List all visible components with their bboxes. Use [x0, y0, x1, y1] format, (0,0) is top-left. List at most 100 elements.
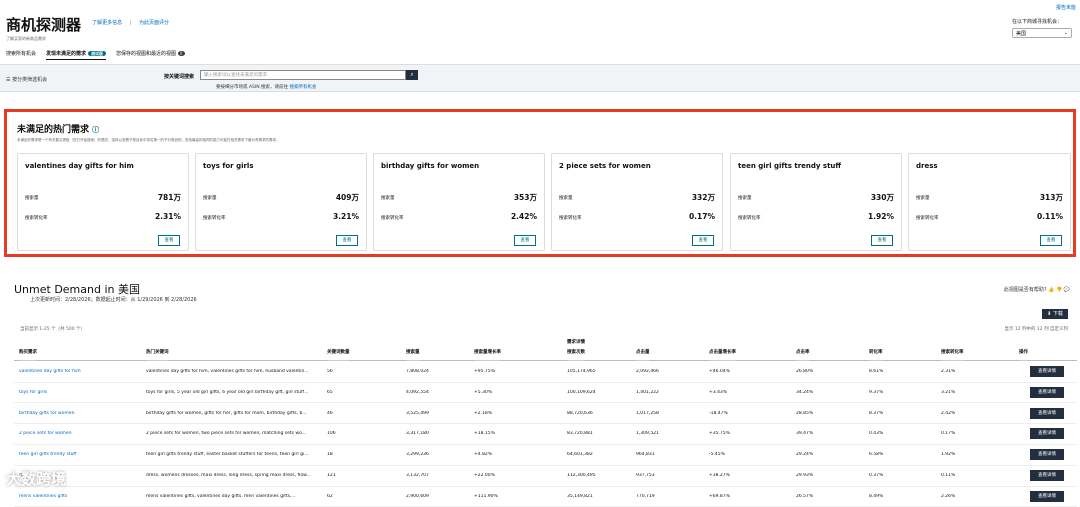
comment-icon[interactable]: 💬 — [1063, 287, 1070, 293]
column-header[interactable]: 搜索次数 — [567, 339, 585, 361]
table-cell: 4,092,554 — [406, 389, 429, 395]
feedback-prompt: 此视图是否有帮助? 👍 👎 💬 — [1004, 286, 1070, 293]
details-button[interactable]: 查看详情 — [1030, 490, 1064, 502]
view-button[interactable]: 查看 — [692, 235, 714, 246]
table-cell[interactable]: 2 piece sets for women — [19, 431, 72, 437]
table-cell: 88,720,636 — [567, 410, 593, 416]
table-cell: 9.37% — [869, 389, 884, 395]
table-cell: 2 piece sets for women, two piece sets f… — [146, 431, 307, 437]
table-cell: 2.26% — [941, 493, 956, 499]
card-conversion-label: 搜索转化率 — [203, 216, 226, 221]
column-header[interactable]: 关键词数量 — [327, 339, 350, 361]
column-header[interactable]: 搜索转化率 — [941, 339, 964, 361]
tab-search-all[interactable]: 搜索所有机会 — [6, 51, 37, 57]
details-button[interactable]: 查看详情 — [1030, 407, 1064, 419]
column-header[interactable]: 点击量增长率 — [709, 339, 736, 361]
table-cell: 3,317,180 — [406, 431, 429, 437]
search-button[interactable]: ⌕ — [406, 70, 418, 80]
view-button[interactable]: 查看 — [514, 235, 536, 246]
thumbs-down-icon[interactable]: 👎 — [1055, 287, 1063, 293]
card-conversion-value: 1.92% — [867, 212, 894, 221]
demand-card: toys for girls 搜索量 409万 搜索转化率 3.21% 查看 — [195, 153, 367, 251]
table-cell[interactable]: dress — [19, 473, 32, 478]
details-button[interactable]: 查看详情 — [1030, 470, 1064, 481]
column-header[interactable]: 点击率 — [796, 339, 810, 361]
table-row: 2 piece sets for women 2 piece sets for w… — [14, 424, 1077, 445]
hot-demand-section: 未满足的热门需求 ⓘ 未满足的需求是一个有关要点提取（您已开始搜索）的理念，选择… — [4, 109, 1076, 257]
learn-more-link[interactable]: 了解更多信息 — [92, 20, 123, 26]
table-cell: +22.00% — [474, 473, 495, 478]
demand-card: teen girl gifts trendy stuff 搜索量 330万 搜索… — [730, 153, 902, 251]
card-conversion-label: 搜索转化率 — [559, 216, 582, 221]
rate-page-link[interactable]: 为此页面评分 — [139, 20, 170, 26]
table-cell: 18 — [327, 452, 333, 458]
page-subtitle: 了解买家的新商品需求 — [6, 36, 46, 41]
card-volume-value: 330万 — [870, 193, 894, 202]
details-button[interactable]: 查看详情 — [1030, 449, 1064, 461]
table-cell: 56 — [327, 369, 333, 374]
card-conversion-label: 搜索转化率 — [381, 216, 404, 221]
table-cell: 2,900,609 — [406, 493, 429, 499]
tab-saved-views[interactable]: 您保存的视图和最近的视图 0 — [116, 50, 185, 60]
table-cell: +35.75% — [709, 431, 730, 437]
download-button[interactable]: ⬇ 下载 — [1042, 309, 1068, 319]
view-button[interactable]: 查看 — [336, 235, 358, 246]
search-all-link[interactable]: 搜索所有机会 — [289, 85, 317, 90]
table-cell[interactable]: toys for girls — [19, 389, 48, 395]
column-header[interactable]: 点击量 — [636, 339, 650, 361]
card-volume-label: 搜索量 — [559, 196, 573, 201]
table-cell: 964,831 — [636, 452, 655, 458]
column-header[interactable]: 搜索量 — [406, 339, 420, 361]
table-cell: +38.27% — [709, 473, 730, 478]
table-row: teen girl gifts trendy stuff teen girl gi… — [14, 445, 1077, 466]
card-conversion-label: 搜索转化率 — [916, 216, 939, 221]
table-cell: 1.92% — [941, 452, 956, 458]
table-cell: 0.43% — [869, 431, 884, 437]
table-cell: 26.80% — [796, 369, 814, 374]
column-header[interactable]: 操作 — [1019, 339, 1028, 361]
table-cell: 8.37% — [869, 410, 884, 416]
view-button[interactable]: 查看 — [158, 235, 180, 246]
thumbs-up-icon[interactable]: 👍 — [1048, 287, 1055, 293]
beta-badge: 测试版 — [88, 51, 107, 56]
card-keyword: valentines day gifts for him — [25, 162, 134, 170]
card-volume-label: 搜索量 — [381, 196, 395, 201]
details-button[interactable]: 查看详情 — [1030, 428, 1064, 440]
table-row: dress dress, womens dresses, maxi dress, … — [14, 466, 1077, 487]
column-header[interactable]: 购买需求 — [19, 339, 37, 361]
tab-bar: 搜索所有机会 发现未满足的需求 测试版 您保存的视图和最近的视图 0 — [6, 50, 185, 60]
column-header[interactable]: 搜索量增长率 — [474, 339, 501, 361]
table-cell[interactable]: teen girl gifts trendy stuff — [19, 452, 77, 458]
tab-unmet-demand[interactable]: 发现未满足的需求 测试版 — [46, 50, 107, 60]
view-button[interactable]: 查看 — [1040, 235, 1062, 246]
page-header: 商机探测器 了解更多信息 | 为此页面评分 了解买家的新商品需求 — [6, 14, 175, 42]
table-cell[interactable]: birthday gifts for women — [19, 410, 75, 416]
market-value: 美国 — [1016, 31, 1027, 37]
info-icon[interactable]: ⓘ — [92, 126, 100, 134]
table-cell: +4.82% — [474, 452, 493, 458]
column-header[interactable]: 热门关键词 — [146, 339, 169, 361]
view-button[interactable]: 查看 — [871, 235, 893, 246]
table-cell: 83,720,881 — [567, 431, 593, 437]
feedback-text: 此视图是否有帮助? — [1003, 287, 1047, 293]
column-header[interactable]: 转化率 — [869, 339, 883, 361]
table-cell: 35,149,821 — [567, 493, 593, 499]
card-conversion-label: 搜索转化率 — [25, 216, 48, 221]
table-cell[interactable]: mens valentines gifts — [19, 493, 68, 499]
table-cell[interactable]: valentines day gifts for him — [19, 369, 81, 374]
keyword-search-input[interactable]: 输入搜索词以查找未满足的需求 — [200, 70, 406, 80]
table-cell: 1,401,222 — [636, 389, 659, 395]
columns-info[interactable]: 显示 12 列中的 12 列 自定义列 — [1004, 327, 1068, 332]
keyword-search-label: 按关键词搜索 — [164, 74, 195, 80]
market-dropdown[interactable]: 美国 ⌄ — [1012, 28, 1072, 38]
table-cell: +2.18% — [474, 410, 493, 416]
card-conversion-label: 搜索转化率 — [738, 216, 761, 221]
top-right-link[interactable]: 报告未能 — [1055, 5, 1076, 11]
card-volume-value: 332万 — [691, 193, 715, 202]
details-button[interactable]: 查看详情 — [1030, 386, 1064, 398]
table-cell: 3,132,707 — [406, 473, 429, 478]
filter-by-category[interactable]: ☰ 按分类筛选机会 — [6, 76, 47, 83]
page-title: 商机探测器 — [6, 16, 82, 34]
details-button[interactable]: 查看详情 — [1030, 366, 1064, 377]
section-title: 未满足的热门需求 ⓘ — [17, 122, 99, 135]
